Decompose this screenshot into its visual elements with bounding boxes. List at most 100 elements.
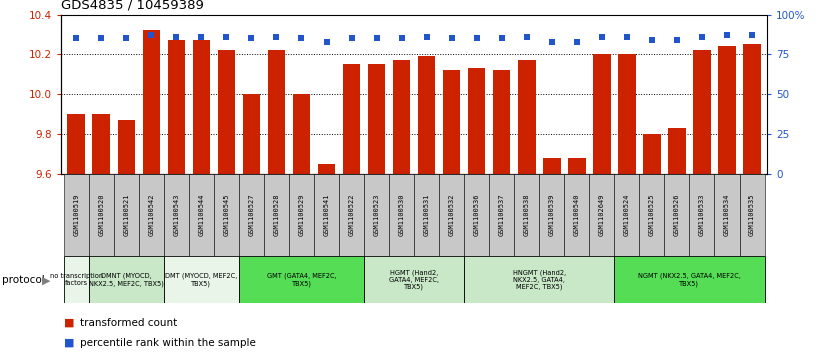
- Text: GSM1100540: GSM1100540: [574, 194, 580, 236]
- Bar: [268, 50, 286, 174]
- Bar: [364, 256, 464, 303]
- Bar: [239, 174, 264, 256]
- Bar: [565, 174, 589, 256]
- Point: [645, 37, 659, 43]
- Point: [420, 34, 433, 40]
- Text: GSM1100544: GSM1100544: [198, 194, 204, 236]
- Point: [144, 32, 157, 38]
- Text: HGMT (Hand2,
GATA4, MEF2C,
TBX5): HGMT (Hand2, GATA4, MEF2C, TBX5): [389, 269, 439, 290]
- Text: GSM1100530: GSM1100530: [398, 194, 405, 236]
- Point: [69, 36, 82, 41]
- Point: [370, 36, 383, 41]
- Bar: [743, 45, 761, 174]
- Text: GSM1100529: GSM1100529: [299, 194, 304, 236]
- Bar: [614, 174, 640, 256]
- Point: [495, 36, 508, 41]
- Text: GSM1102649: GSM1102649: [599, 194, 605, 236]
- Point: [570, 39, 583, 45]
- Text: GSM1100536: GSM1100536: [474, 194, 480, 236]
- Bar: [164, 256, 239, 303]
- Bar: [640, 174, 664, 256]
- Text: GSM1100533: GSM1100533: [699, 194, 705, 236]
- Text: GSM1100535: GSM1100535: [749, 194, 755, 236]
- Text: GSM1100534: GSM1100534: [724, 194, 730, 236]
- Bar: [539, 174, 565, 256]
- Text: GSM1100542: GSM1100542: [149, 194, 154, 236]
- Text: GSM1100522: GSM1100522: [348, 194, 354, 236]
- Bar: [694, 50, 711, 174]
- Bar: [368, 65, 385, 174]
- Bar: [364, 174, 389, 256]
- Bar: [242, 94, 260, 174]
- Text: GSM1100543: GSM1100543: [173, 194, 180, 236]
- Text: DMT (MYOCD, MEF2C,
TBX5): DMT (MYOCD, MEF2C, TBX5): [166, 273, 237, 286]
- Text: GSM1100537: GSM1100537: [499, 194, 505, 236]
- Bar: [518, 61, 535, 174]
- Point: [245, 36, 258, 41]
- Text: GDS4835 / 10459389: GDS4835 / 10459389: [61, 0, 204, 12]
- Text: GSM1100538: GSM1100538: [524, 194, 530, 236]
- Bar: [643, 134, 661, 174]
- Text: GSM1100524: GSM1100524: [624, 194, 630, 236]
- Bar: [113, 174, 139, 256]
- Bar: [89, 174, 113, 256]
- Point: [295, 36, 308, 41]
- Bar: [64, 256, 89, 303]
- Point: [395, 36, 408, 41]
- Point: [721, 32, 734, 38]
- Text: transformed count: transformed count: [80, 318, 177, 328]
- Text: ■: ■: [64, 338, 74, 348]
- Text: GSM1100519: GSM1100519: [73, 194, 79, 236]
- Text: NGMT (NKX2.5, GATA4, MEF2C,
TBX5): NGMT (NKX2.5, GATA4, MEF2C, TBX5): [638, 273, 741, 286]
- Bar: [188, 174, 214, 256]
- Bar: [614, 256, 765, 303]
- Bar: [68, 114, 85, 174]
- Text: GSM1100541: GSM1100541: [323, 194, 330, 236]
- Bar: [389, 174, 414, 256]
- Bar: [239, 256, 364, 303]
- Text: GSM1100527: GSM1100527: [248, 194, 255, 236]
- Bar: [293, 94, 310, 174]
- Bar: [690, 174, 715, 256]
- Bar: [568, 158, 586, 174]
- Text: GSM1100528: GSM1100528: [273, 194, 279, 236]
- Bar: [618, 54, 636, 174]
- Bar: [167, 41, 185, 174]
- Bar: [139, 174, 164, 256]
- Bar: [668, 128, 685, 174]
- Text: DMNT (MYOCD,
NKX2.5, MEF2C, TBX5): DMNT (MYOCD, NKX2.5, MEF2C, TBX5): [89, 273, 164, 286]
- Bar: [392, 61, 410, 174]
- Bar: [464, 256, 614, 303]
- Bar: [314, 174, 339, 256]
- Bar: [164, 174, 188, 256]
- Text: no transcription
factors: no transcription factors: [50, 273, 103, 286]
- Bar: [490, 174, 514, 256]
- Point: [746, 32, 759, 38]
- Bar: [593, 54, 610, 174]
- Bar: [89, 256, 164, 303]
- Text: GSM1100539: GSM1100539: [549, 194, 555, 236]
- Text: ▶: ▶: [42, 275, 51, 285]
- Bar: [589, 174, 614, 256]
- Point: [320, 39, 333, 45]
- Bar: [543, 158, 561, 174]
- Text: GSM1100526: GSM1100526: [674, 194, 680, 236]
- Text: GSM1100545: GSM1100545: [224, 194, 229, 236]
- Text: ■: ■: [64, 318, 74, 328]
- Text: GSM1100531: GSM1100531: [424, 194, 430, 236]
- Text: protocol: protocol: [2, 275, 45, 285]
- Point: [695, 34, 708, 40]
- Point: [345, 36, 358, 41]
- Bar: [443, 70, 460, 174]
- Bar: [464, 174, 490, 256]
- Bar: [92, 114, 110, 174]
- Point: [470, 36, 483, 41]
- Bar: [264, 174, 289, 256]
- Bar: [439, 174, 464, 256]
- Point: [220, 34, 233, 40]
- Bar: [468, 68, 486, 174]
- Bar: [418, 57, 436, 174]
- Bar: [214, 174, 239, 256]
- Text: percentile rank within the sample: percentile rank within the sample: [80, 338, 256, 348]
- Bar: [343, 65, 361, 174]
